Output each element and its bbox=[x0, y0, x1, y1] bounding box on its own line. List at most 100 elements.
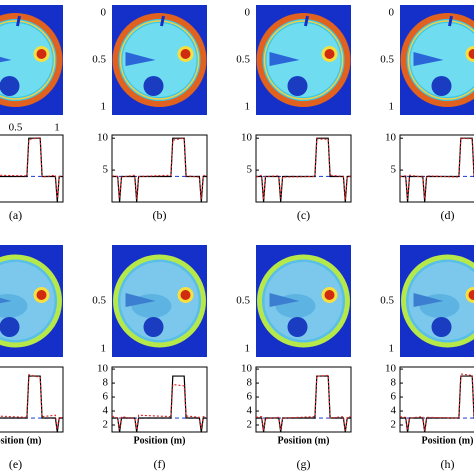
wedge bbox=[125, 52, 156, 66]
plot-frame bbox=[111, 366, 208, 433]
y-tick-label: 2 bbox=[103, 419, 109, 431]
image-x-tick-label: 0.5 bbox=[9, 122, 23, 134]
y-tick-label: 5 bbox=[247, 164, 253, 176]
dark-inclusion bbox=[0, 76, 20, 96]
image-x-tick-label: 1 bbox=[54, 122, 60, 134]
panel-label: (g) bbox=[297, 457, 311, 471]
image-y-tick-label: 0.5 bbox=[92, 295, 106, 307]
y-tick-label: 4 bbox=[247, 405, 253, 417]
y-tick-label: 8 bbox=[247, 377, 253, 389]
phantom-image bbox=[400, 5, 474, 115]
x-axis-label: Position (m) bbox=[134, 435, 186, 446]
dark-inclusion bbox=[143, 317, 164, 337]
y-tick-label: 2 bbox=[247, 419, 253, 431]
y-tick-label: 10 bbox=[97, 132, 109, 144]
hot-core bbox=[36, 49, 47, 59]
hot-core bbox=[180, 290, 191, 300]
image-y-tick-label: 1 bbox=[245, 343, 251, 355]
hot-core bbox=[180, 49, 191, 59]
panel-label: (c) bbox=[297, 208, 310, 222]
crack bbox=[16, 15, 21, 27]
y-tick-label: 5 bbox=[391, 164, 397, 176]
dark-inclusion bbox=[287, 76, 308, 96]
image-y-tick-label: 0 bbox=[245, 7, 251, 19]
phantom-image bbox=[0, 245, 63, 357]
inner-ring bbox=[119, 20, 200, 100]
profile-line bbox=[111, 137, 208, 199]
panel-label: (e) bbox=[9, 457, 22, 471]
dark-inclusion bbox=[0, 317, 20, 337]
crack bbox=[160, 15, 165, 27]
phantom-image bbox=[400, 245, 474, 357]
phantom-image bbox=[112, 5, 207, 115]
dark-inclusion bbox=[431, 76, 452, 96]
image-y-tick-label: 0 bbox=[101, 7, 107, 19]
crack bbox=[304, 15, 309, 27]
image-y-tick-label: 0.5 bbox=[236, 295, 250, 307]
profile-line bbox=[112, 375, 207, 433]
wedge bbox=[269, 52, 300, 66]
image-y-tick-label: 0.5 bbox=[92, 54, 106, 66]
image-y-tick-label: 1 bbox=[389, 343, 395, 355]
panel-label: (f) bbox=[154, 457, 166, 471]
y-tick-label: 5 bbox=[103, 164, 109, 176]
wedge bbox=[0, 297, 12, 304]
x-axis-label: Position (m) bbox=[0, 435, 41, 446]
phantom-image bbox=[112, 245, 207, 357]
profile-line bbox=[111, 383, 208, 430]
image-y-tick-label: 1 bbox=[389, 101, 395, 113]
plot-frame bbox=[111, 134, 208, 203]
wedge bbox=[413, 52, 444, 66]
profile-line bbox=[400, 137, 474, 203]
y-tick-label: 10 bbox=[385, 132, 397, 144]
profile-line bbox=[399, 137, 474, 199]
wedge bbox=[269, 293, 300, 307]
y-tick-label: 8 bbox=[103, 377, 109, 389]
inner-disk bbox=[122, 23, 197, 97]
phantom-image bbox=[256, 245, 351, 357]
inner-ring bbox=[407, 20, 474, 100]
wedge bbox=[125, 293, 156, 307]
image-y-tick-label: 0.5 bbox=[236, 54, 250, 66]
profile-line bbox=[255, 138, 352, 200]
wedge bbox=[413, 293, 444, 307]
inner-ring bbox=[263, 20, 344, 100]
image-y-tick-label: 1 bbox=[101, 343, 107, 355]
y-tick-label: 10 bbox=[241, 363, 253, 375]
crack bbox=[448, 15, 453, 27]
dark-inclusion bbox=[431, 317, 452, 337]
y-tick-label: 10 bbox=[97, 363, 109, 375]
y-tick-label: 2 bbox=[391, 419, 397, 431]
plot-frame bbox=[399, 134, 474, 203]
plot-frame bbox=[0, 366, 64, 433]
y-tick-label: 6 bbox=[391, 391, 397, 403]
image-y-tick-label: 0 bbox=[389, 7, 395, 19]
hot-core bbox=[468, 290, 474, 300]
image-y-tick-label: 0.5 bbox=[380, 54, 394, 66]
hot-core bbox=[36, 290, 47, 300]
phantom-image bbox=[0, 5, 63, 115]
dark-inclusion bbox=[143, 76, 164, 96]
x-axis-label: Position (m) bbox=[278, 435, 330, 446]
image-y-tick-label: 1 bbox=[101, 101, 107, 113]
phantom-image bbox=[256, 5, 351, 115]
image-y-tick-label: 1 bbox=[245, 101, 251, 113]
dark-inclusion bbox=[287, 317, 308, 337]
panel-label: (b) bbox=[153, 208, 167, 222]
y-tick-label: 10 bbox=[241, 132, 253, 144]
x-axis-label: Position (m) bbox=[422, 435, 474, 446]
y-tick-label: 8 bbox=[391, 377, 397, 389]
inner-disk bbox=[266, 23, 341, 97]
hot-core bbox=[324, 49, 335, 59]
wedge bbox=[0, 56, 12, 63]
hot-core bbox=[468, 49, 474, 59]
panel-label: (h) bbox=[441, 457, 455, 471]
plot-frame bbox=[399, 366, 474, 433]
plot-frame bbox=[255, 134, 352, 203]
y-tick-label: 6 bbox=[103, 391, 109, 403]
profile-line bbox=[0, 137, 63, 203]
inner-ring bbox=[0, 20, 56, 100]
panel-label: (d) bbox=[441, 208, 455, 222]
image-y-tick-label: 0.5 bbox=[380, 295, 394, 307]
